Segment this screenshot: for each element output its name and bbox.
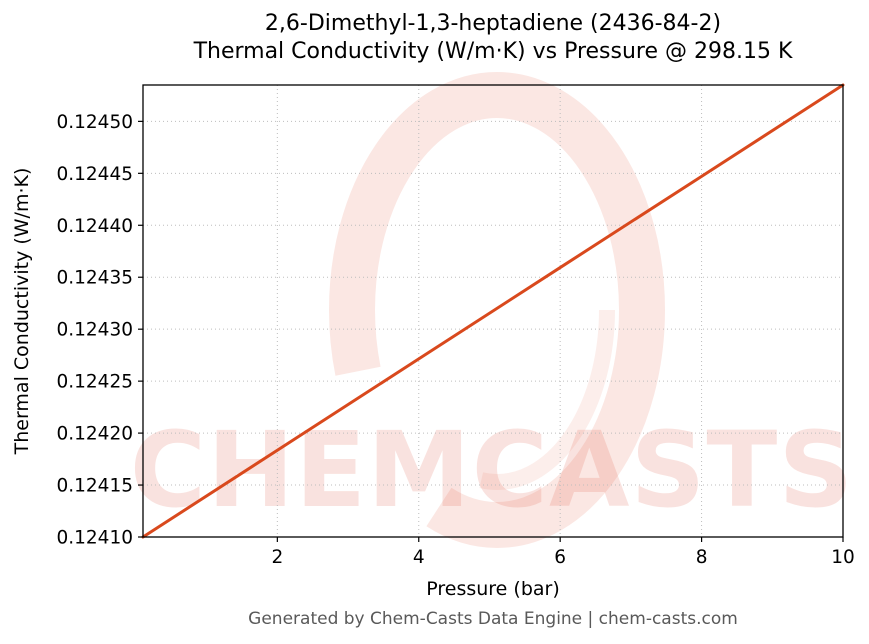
- watermark-logo-ring-inner: [379, 130, 615, 490]
- x-tick-label: 6: [554, 547, 566, 568]
- watermark-text: CHEMCASTS: [130, 409, 854, 531]
- footer-credit: Generated by Chem-Casts Data Engine | ch…: [248, 609, 738, 629]
- x-tick-label: 4: [413, 547, 425, 568]
- chart-title-line2: Thermal Conductivity (W/m·K) vs Pressure…: [193, 39, 793, 64]
- y-tick-label: 0.12420: [56, 424, 133, 445]
- y-tick-label: 0.12410: [56, 528, 133, 549]
- x-tick-label: 2: [271, 547, 283, 568]
- series-line-thermal_conductivity: [141, 83, 845, 539]
- x-tick-label: 10: [831, 547, 855, 568]
- watermark-logo-ring: [329, 72, 665, 548]
- y-tick-label: 0.12445: [56, 164, 133, 185]
- y-axis-label: Thermal Conductivity (W/m·K): [11, 168, 33, 456]
- y-tick-label: 0.12415: [56, 476, 133, 497]
- x-axis-label: Pressure (bar): [426, 578, 560, 600]
- chart-title-line1: 2,6-Dimethyl-1,3-heptadiene (2436-84-2): [265, 11, 721, 36]
- x-tick-label: 8: [696, 547, 708, 568]
- y-tick-label: 0.12425: [56, 372, 133, 393]
- y-tick-label: 0.12430: [56, 320, 133, 341]
- plot-border: [142, 84, 844, 538]
- y-tick-label: 0.12440: [56, 216, 133, 237]
- y-tick-label: 0.12450: [56, 112, 133, 133]
- y-tick-label: 0.12435: [56, 268, 133, 289]
